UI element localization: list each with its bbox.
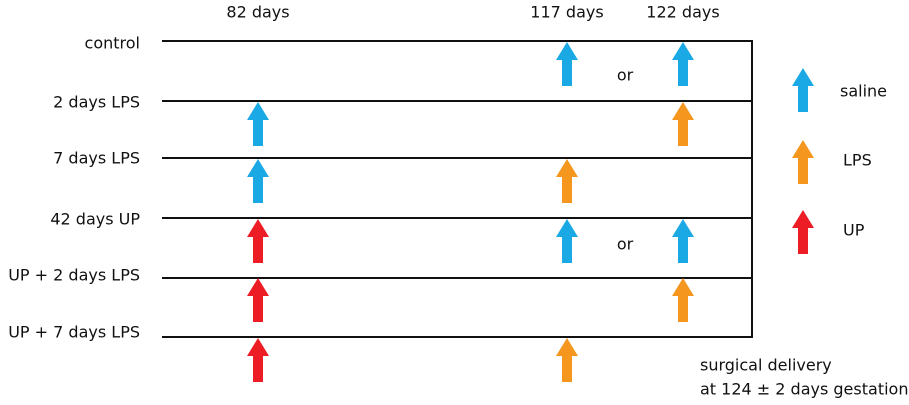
legend-label: saline [840,82,887,101]
saline-arrow [247,102,269,146]
legend-label: LPS [843,151,872,170]
up-arrow [247,278,269,322]
legend-label: UP [843,221,865,240]
up-arrow [247,219,269,263]
up-arrow [247,338,269,382]
lps-arrow [672,278,694,322]
group-label: control [85,34,140,53]
legend-arrow [792,68,814,112]
legend-arrow [792,210,814,254]
saline-arrow [556,219,578,263]
time-label: 82 days [226,3,289,22]
lps-arrow [556,338,578,382]
time-label: 122 days [646,3,719,22]
saline-arrow [247,159,269,203]
footer-text: at 124 ± 2 days gestational age [700,380,909,399]
lps-arrow [556,159,578,203]
time-label: 117 days [530,3,603,22]
saline-arrow [556,42,578,86]
saline-arrow [672,42,694,86]
or-label: or [617,235,634,254]
timelines [162,40,753,338]
lps-arrow [672,102,694,146]
or-label: or [617,66,634,85]
arrows [247,42,694,382]
saline-arrow [672,219,694,263]
legend-arrow [792,140,814,184]
group-label: UP + 2 days LPS [8,266,140,285]
group-label: 42 days UP [50,210,140,229]
group-label: UP + 7 days LPS [8,323,140,342]
group-label: 7 days LPS [53,149,140,168]
legend: saline LPS UP [792,68,887,254]
group-label: 2 days LPS [53,93,140,112]
footer-text: surgical delivery [700,356,832,375]
